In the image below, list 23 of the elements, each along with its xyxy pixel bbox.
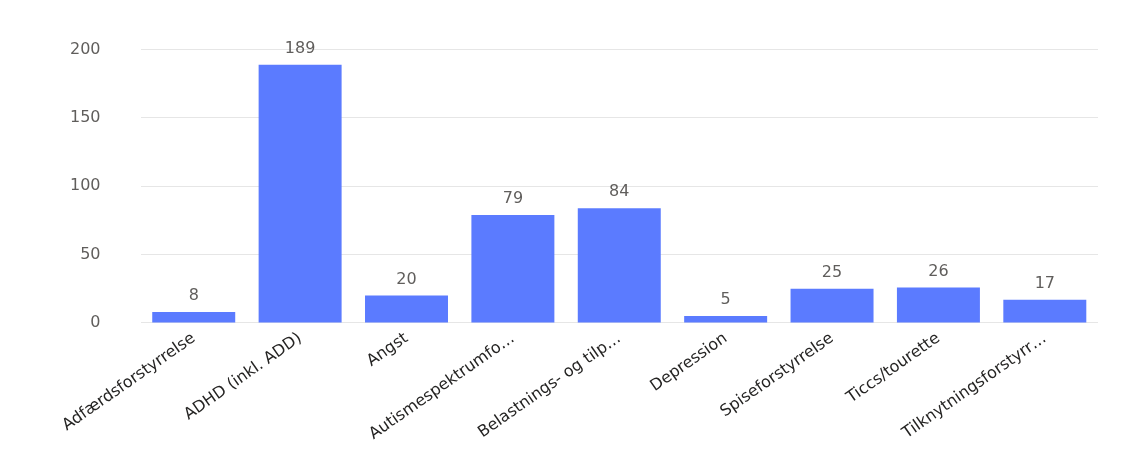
y-tick-label: 200 (69, 38, 101, 58)
y-tick-label: 150 (69, 107, 101, 127)
bar (258, 64, 342, 323)
bar (790, 288, 874, 323)
bar (577, 208, 661, 323)
bar (152, 312, 236, 323)
bar (365, 295, 448, 323)
data-label: 8 (188, 285, 199, 305)
data-label: 20 (396, 268, 417, 288)
data-label: 25 (821, 261, 843, 281)
y-tick-label: 50 (80, 243, 101, 263)
bar (684, 316, 768, 323)
data-label: 5 (720, 289, 731, 309)
data-label: 79 (502, 188, 524, 208)
y-tick-label: 0 (90, 312, 101, 332)
bar (1003, 299, 1087, 323)
y-tick-label: 100 (69, 175, 101, 195)
data-label: 189 (284, 37, 316, 57)
data-label: 84 (609, 181, 630, 201)
data-label: 26 (928, 260, 949, 280)
bar (896, 287, 980, 323)
data-label: 17 (1034, 272, 1055, 292)
bar (471, 214, 555, 323)
